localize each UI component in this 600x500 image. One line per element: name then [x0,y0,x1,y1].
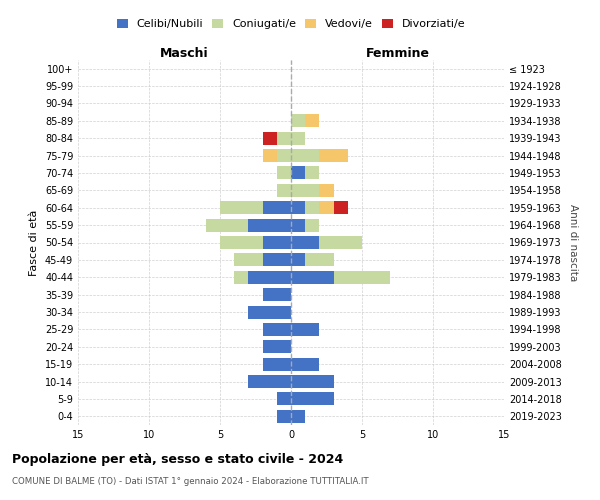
Bar [263,149,277,162]
Bar [263,254,291,266]
Bar [277,184,291,197]
Bar [277,149,291,162]
Bar [291,132,305,144]
Text: Femmine: Femmine [365,47,430,60]
Y-axis label: Anni di nascita: Anni di nascita [568,204,578,281]
Bar [263,288,291,301]
Bar [248,270,291,284]
Text: Popolazione per età, sesso e stato civile - 2024: Popolazione per età, sesso e stato civil… [12,452,343,466]
Bar [319,201,334,214]
Bar [291,114,305,128]
Text: Maschi: Maschi [160,47,209,60]
Bar [291,184,319,197]
Bar [291,254,305,266]
Bar [334,270,391,284]
Bar [291,236,319,249]
Bar [263,132,277,144]
Bar [291,149,319,162]
Bar [291,166,305,179]
Bar [248,375,291,388]
Bar [277,392,291,406]
Y-axis label: Fasce di età: Fasce di età [29,210,39,276]
Bar [263,340,291,353]
Bar [277,410,291,423]
Bar [305,201,319,214]
Bar [248,218,291,232]
Bar [305,218,319,232]
Bar [263,201,291,214]
Bar [291,358,319,370]
Bar [263,236,291,249]
Bar [291,392,334,406]
Bar [220,201,263,214]
Bar [220,236,263,249]
Bar [277,166,291,179]
Bar [291,375,334,388]
Bar [319,184,334,197]
Bar [305,114,319,128]
Bar [277,132,291,144]
Bar [291,201,305,214]
Bar [291,270,334,284]
Bar [291,410,305,423]
Bar [305,166,319,179]
Bar [291,218,305,232]
Bar [305,254,334,266]
Bar [319,236,362,249]
Bar [248,306,291,318]
Bar [234,254,263,266]
Bar [234,270,248,284]
Bar [319,149,348,162]
Bar [291,323,319,336]
Legend: Celibi/Nubili, Coniugati/e, Vedovi/e, Divorziati/e: Celibi/Nubili, Coniugati/e, Vedovi/e, Di… [112,14,470,34]
Bar [334,201,348,214]
Bar [263,323,291,336]
Bar [263,358,291,370]
Bar [206,218,248,232]
Text: COMUNE DI BALME (TO) - Dati ISTAT 1° gennaio 2024 - Elaborazione TUTTITALIA.IT: COMUNE DI BALME (TO) - Dati ISTAT 1° gen… [12,478,368,486]
